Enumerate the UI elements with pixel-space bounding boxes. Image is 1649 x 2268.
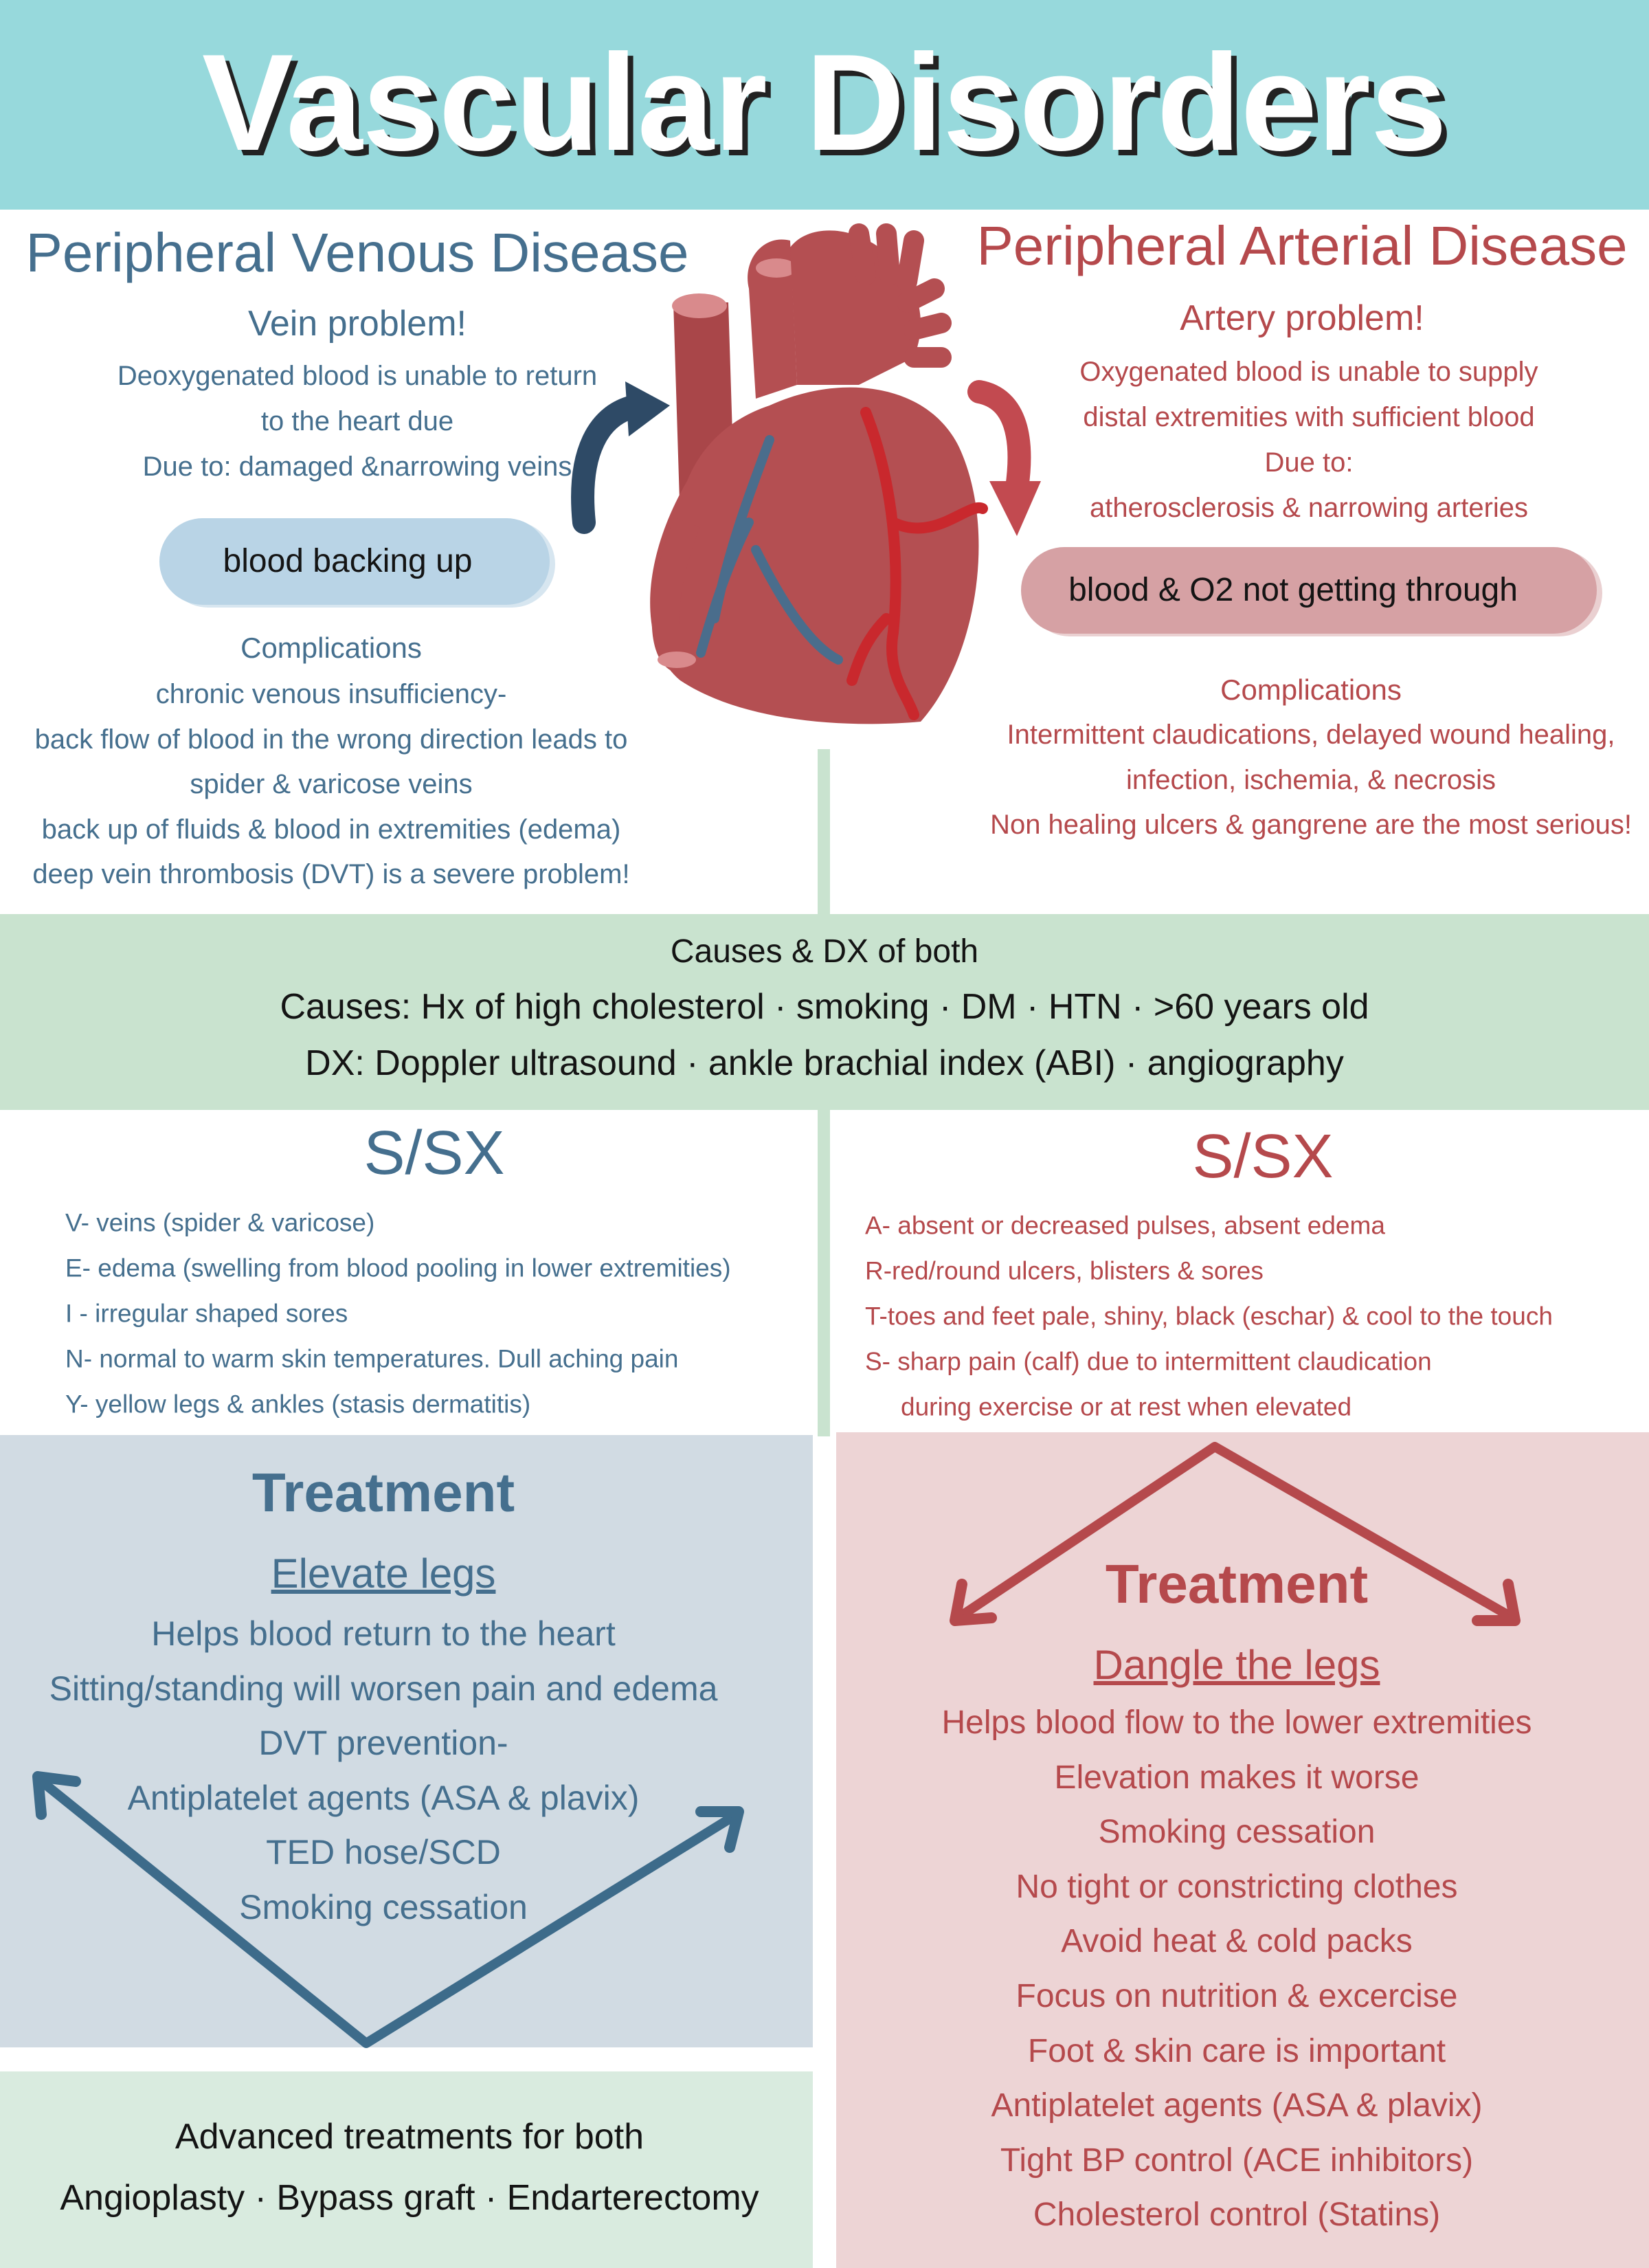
advanced-title: Advanced treatments for both	[175, 2117, 644, 2157]
ssx-item: R-red/round ulcers, blisters & sores	[865, 1256, 1264, 1285]
treatment-item: Smoking cessation	[239, 1888, 528, 1926]
complications-title: Complications	[240, 632, 422, 664]
arterial-callout	[1021, 547, 1597, 634]
venous-treatment-panel	[0, 1435, 813, 2047]
header-band	[0, 0, 1649, 210]
description-line: to the heart due	[260, 406, 454, 436]
ssx-item: V- veins (spider & varicose)	[65, 1208, 375, 1237]
treatment-item: Sitting/standing will worsen pain and ed…	[49, 1669, 718, 1708]
section-title: Peripheral Arterial Disease	[976, 215, 1628, 276]
causes-line: DX: Doppler ultrasound · ankle brachial …	[305, 1043, 1344, 1083]
treatment-title: Treatment	[1105, 1553, 1369, 1614]
treatment-item: Foot & skin care is important	[1027, 2032, 1446, 2069]
ssx-title: S/SX	[1192, 1122, 1334, 1191]
callout-text: blood backing up	[223, 543, 473, 579]
subtitle: Artery problem!	[1180, 298, 1424, 338]
advanced-line: Angioplasty · Bypass graft · Endarterect…	[60, 2178, 759, 2218]
complication-line: Non healing ulcers & gangrene are the mo…	[990, 810, 1632, 840]
treatment-item: Helps blood flow to the lower extremitie…	[941, 1704, 1532, 1741]
treatment-item: No tight or constricting clothes	[1016, 1868, 1458, 1905]
complication-line: deep vein thrombosis (DVT) is a severe p…	[32, 859, 630, 889]
description-line: atherosclerosis & narrowing arteries	[1089, 493, 1529, 523]
ssx-item: N- normal to warm skin temperatures. Dul…	[65, 1344, 679, 1373]
description-line: Due to:	[1264, 447, 1354, 478]
ssx-item: Y- yellow legs & ankles (stasis dermatit…	[65, 1390, 531, 1419]
complication-line: chronic venous insufficiency-	[155, 679, 507, 709]
description-line: Due to: damaged &narrowing veins	[142, 452, 572, 482]
complication-line: back flow of blood in the wrong directio…	[34, 724, 628, 755]
heart	[650, 223, 988, 724]
causes-line: Causes: Hx of high cholesterol · smoking…	[280, 987, 1369, 1027]
complication-line: spider & varicose veins	[190, 769, 473, 799]
treatment-item: Antiplatelet agents (ASA & plavix)	[127, 1778, 640, 1817]
complication-line: back up of fluids & blood in extremities…	[41, 814, 621, 845]
ssx-item: T-toes and feet pale, shiny, black (esch…	[865, 1302, 1553, 1331]
complications-title: Complications	[1220, 674, 1402, 706]
callout-text: blood & O2 not getting through	[1068, 572, 1518, 608]
ssx-item: during exercise or at rest when elevated	[901, 1392, 1352, 1421]
treatment-item: Antiplatelet agents (ASA & plavix)	[991, 2087, 1483, 2124]
page-title: Vascular Disorders	[201, 26, 1448, 179]
advanced-panel	[0, 2071, 813, 2268]
arterial-treatment-panel	[836, 1432, 1649, 2268]
subtitle: Vein problem!	[248, 304, 467, 344]
treatment-item: Elevation makes it worse	[1054, 1759, 1420, 1796]
complication-line: infection, ischemia, & necrosis	[1125, 764, 1496, 795]
treatment-item: DVT prevention-	[258, 1724, 508, 1763]
ssx-item: E- edema (swelling from blood pooling in…	[65, 1254, 731, 1282]
section-title: Peripheral Venous Disease	[25, 222, 689, 283]
description-line: Deoxygenated blood is unable to return	[117, 361, 598, 391]
venous-callout	[159, 518, 550, 605]
ssx-item: I - irregular shaped sores	[65, 1299, 348, 1328]
ssx-title: S/SX	[363, 1119, 505, 1188]
description-line: Oxygenated blood is unable to supply	[1079, 357, 1538, 387]
description-line: distal extremities with sufficient blood	[1083, 402, 1535, 432]
complication-line: Intermittent claudications, delayed woun…	[1007, 720, 1615, 750]
treatment-item: Cholesterol control (Statins)	[1033, 2197, 1441, 2234]
ssx-item: A- absent or decreased pulses, absent ed…	[865, 1211, 1385, 1240]
treatment-item: Avoid heat & cold packs	[1061, 1923, 1413, 1960]
treatment-item: Smoking cessation	[1098, 1814, 1376, 1851]
treatment-item: Tight BP control (ACE inhibitors)	[1000, 2142, 1474, 2179]
treatment-item: Helps blood return to the heart	[151, 1614, 616, 1653]
divider	[818, 749, 830, 1436]
treatment-item: Focus on nutrition & excercise	[1016, 1978, 1458, 2014]
treatment-title: Treatment	[251, 1462, 515, 1523]
ssx-item: S- sharp pain (calf) due to intermittent…	[865, 1347, 1432, 1376]
treatment-subtitle: Dangle the legs	[1093, 1642, 1380, 1688]
causes-title: Causes & DX of both	[670, 933, 979, 970]
treatment-subtitle: Elevate legs	[271, 1550, 496, 1597]
treatment-item: TED hose/SCD	[266, 1833, 501, 1872]
